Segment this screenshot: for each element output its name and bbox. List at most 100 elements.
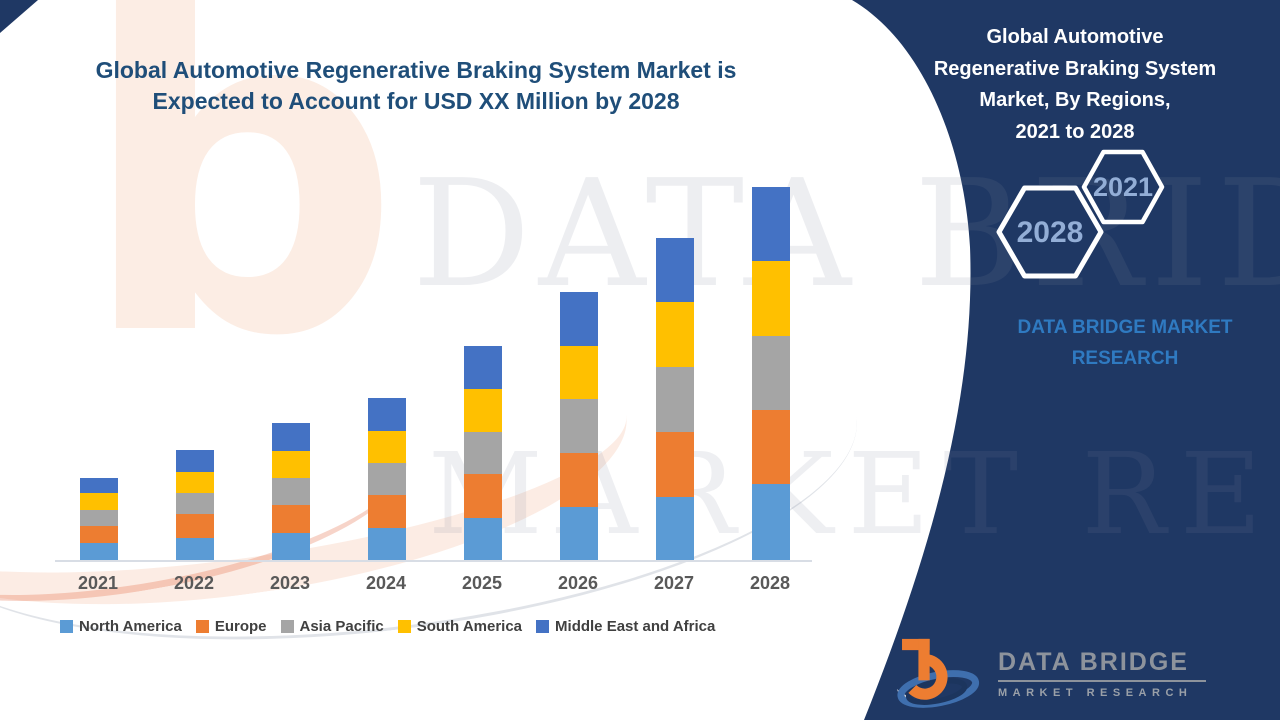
bar-segment-2027-asia-pacific	[656, 367, 694, 432]
legend-item-europe: Europe	[195, 618, 267, 635]
x-label-2022: 2022	[173, 573, 215, 593]
panel-title-line2: Regenerative Braking System	[933, 57, 1217, 80]
bar-2022	[176, 450, 214, 560]
legend-item-asia-pacific: Asia Pacific	[280, 618, 384, 635]
watermark-b-logo: b	[78, 0, 402, 435]
bar-segment-2027-south-america	[656, 302, 694, 367]
bar-segment-2026-middle-east-and-africa	[560, 292, 598, 346]
bar-segment-2026-europe	[560, 453, 598, 507]
x-axis-line	[55, 560, 812, 562]
bar-segment-2022-middle-east-and-africa	[176, 450, 214, 472]
bar-segment-2024-south-america	[368, 431, 406, 463]
x-label-2025: 2025	[461, 573, 503, 593]
bar-segment-2024-asia-pacific	[368, 463, 406, 495]
legend-swatch	[195, 620, 209, 633]
bar-segment-2026-south-america	[560, 346, 598, 399]
bar-segment-2027-europe	[656, 432, 694, 497]
logo-b-icon	[896, 638, 980, 708]
logo-subtitle: MARKET RESEARCH	[998, 686, 1193, 699]
logo-divider	[998, 679, 1206, 682]
chart-legend: North America Europe Asia Pacific South Ame…	[60, 618, 715, 635]
panel-title-line4: 2021 to 2028	[1015, 120, 1135, 143]
bar-segment-2025-asia-pacific	[464, 432, 502, 474]
x-label-2028: 2028	[749, 573, 791, 593]
legend-label: South America	[416, 618, 523, 635]
bar-segment-2025-south-america	[464, 389, 502, 432]
corner-accent-triangle	[0, 0, 38, 33]
legend-label: Asia Pacific	[299, 618, 384, 635]
chart-title-line2: Expected to Account for USD XX Million b…	[152, 88, 680, 114]
bar-segment-2021-asia-pacific	[80, 510, 118, 526]
bar-segment-2028-north-america	[752, 484, 790, 560]
bar-segment-2023-asia-pacific	[272, 478, 310, 505]
bar-2027	[656, 238, 694, 560]
hexagon-2028-label: 2028	[1017, 216, 1084, 249]
chart-title-line1: Global Automotive Regenerative Braking S…	[95, 57, 737, 83]
bar-segment-2028-europe	[752, 410, 790, 484]
bar-2025	[464, 346, 502, 560]
bar-segment-2028-south-america	[752, 261, 790, 336]
bar-segment-2024-middle-east-and-africa	[368, 398, 406, 431]
bar-segment-2021-north-america	[80, 543, 118, 560]
legend-item-middle-east-and-africa: Middle East and Africa	[536, 618, 715, 635]
bar-segment-2021-europe	[80, 526, 118, 543]
legend-swatch	[280, 620, 294, 633]
legend-item-north-america: North America	[60, 618, 182, 635]
brand-caption-line2: RESEARCH	[1071, 348, 1179, 369]
brand-caption-line1: DATA BRIDGE MARKET	[1017, 317, 1233, 338]
bar-segment-2026-north-america	[560, 507, 598, 560]
bar-segment-2028-middle-east-and-africa	[752, 187, 790, 261]
x-label-2021: 2021	[77, 573, 119, 593]
bar-segment-2022-asia-pacific	[176, 493, 214, 514]
hexagon-2021	[1081, 149, 1165, 225]
bar-segment-2025-north-america	[464, 518, 502, 560]
bar-segment-2021-middle-east-and-africa	[80, 478, 118, 493]
bar-segment-2027-middle-east-and-africa	[656, 238, 694, 302]
legend-label: Europe	[214, 618, 267, 635]
bar-2028	[752, 187, 790, 560]
x-axis-labels: 2021 2022 2023 2024 2025 2026 2027 2028	[50, 573, 818, 594]
brand-caption: DATA BRIDGE MARKET RESEARCH	[995, 312, 1255, 374]
panel-title-line1: Global Automotive	[986, 26, 1164, 48]
legend-swatch	[60, 620, 73, 633]
bar-segment-2021-south-america	[80, 493, 118, 510]
bar-segment-2024-north-america	[368, 528, 406, 560]
hexagon-2021-label: 2021	[1093, 172, 1153, 202]
bar-segment-2022-europe	[176, 514, 214, 538]
x-label-2024: 2024	[365, 573, 407, 593]
x-label-2027: 2027	[653, 573, 695, 593]
legend-label: North America	[79, 618, 182, 635]
legend-swatch	[536, 620, 550, 633]
bar-segment-2023-north-america	[272, 533, 310, 560]
logo-name: DATA BRIDGE	[998, 647, 1189, 676]
watermark-text-line1: DATA BRIDGE	[412, 148, 1280, 320]
bar-2023	[272, 423, 310, 560]
bar-segment-2024-europe	[368, 495, 406, 528]
legend-swatch	[397, 620, 411, 633]
legend-item-south-america: South America	[397, 618, 523, 635]
company-logo: DATA BRIDGE MARKET RESEARCH	[888, 632, 1206, 714]
panel-title-line3: Market, By Regions,	[979, 89, 1171, 111]
bar-segment-2023-middle-east-and-africa	[272, 423, 310, 451]
hexagon-2028	[996, 185, 1104, 279]
logo-text: DATA BRIDGE MARKET RESEARCH	[998, 648, 1206, 699]
legend-label: Middle East and Africa	[555, 618, 716, 635]
plot-area	[80, 180, 790, 560]
bar-segment-2023-south-america	[272, 451, 310, 478]
bar-segment-2025-europe	[464, 474, 502, 518]
bar-segment-2023-europe	[272, 505, 310, 533]
bar-2021	[80, 478, 118, 560]
panel-title: Global Automotive Regenerative Braking S…	[903, 22, 1247, 148]
bar-segment-2027-north-america	[656, 497, 694, 560]
bar-segment-2028-asia-pacific	[752, 336, 790, 410]
bar-2024	[368, 398, 406, 560]
bar-segment-2026-asia-pacific	[560, 399, 598, 453]
bar-segment-2022-north-america	[176, 538, 214, 560]
bar-segment-2022-south-america	[176, 472, 214, 493]
x-label-2026: 2026	[557, 573, 599, 593]
bar-segment-2025-middle-east-and-africa	[464, 346, 502, 389]
x-label-2023: 2023	[269, 573, 311, 593]
year-hexagons: 2021 2028	[996, 149, 1165, 279]
